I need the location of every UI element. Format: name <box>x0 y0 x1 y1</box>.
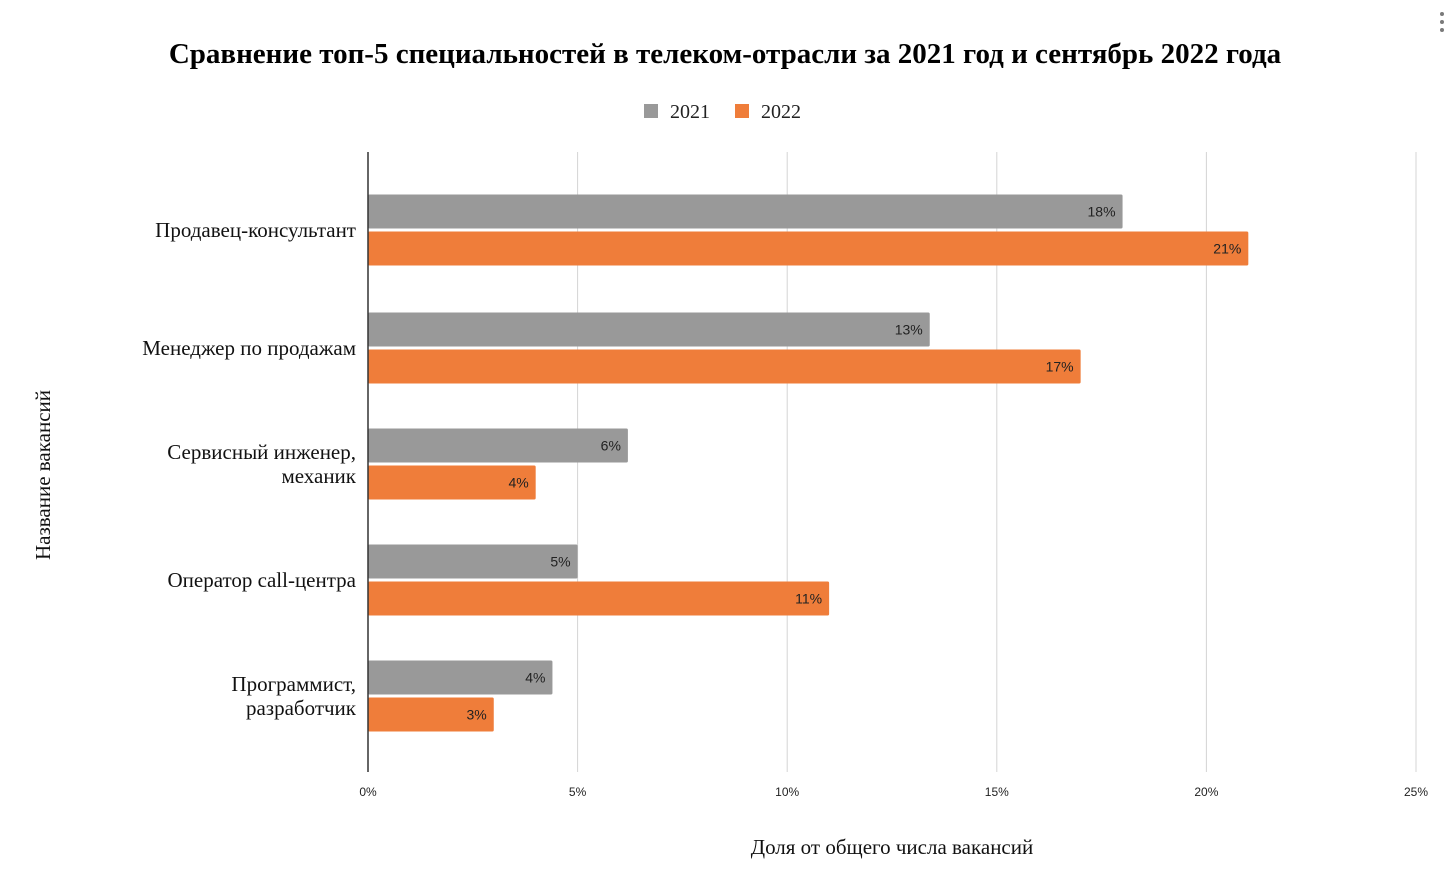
bar-2021 <box>368 428 628 463</box>
more-vert-icon[interactable] <box>1440 12 1444 32</box>
bar-2021 <box>368 312 930 347</box>
bar-2022 <box>368 697 494 732</box>
bar-2022 <box>368 231 1249 266</box>
bar-value-label: 11% <box>795 591 822 607</box>
x-tick-label: 25% <box>1404 785 1428 799</box>
bars: 18% 21% 13% 17% 6% 4% 5% 11% 4% 3% <box>368 194 1249 732</box>
legend-label-2021: 2021 <box>670 101 710 123</box>
x-tick-label: 5% <box>569 785 587 799</box>
x-tick-label: 15% <box>985 785 1009 799</box>
x-tick-label: 20% <box>1194 785 1218 799</box>
category-label: Оператор call-центра <box>167 568 356 592</box>
bar-value-label: 18% <box>1088 204 1116 220</box>
bar-value-label: 4% <box>525 670 545 686</box>
x-tick-label: 10% <box>775 785 799 799</box>
bar-2021 <box>368 194 1123 229</box>
y-axis-title: Название вакансий <box>31 390 55 560</box>
bar-2021 <box>368 660 553 695</box>
category-labels: Продавец-консультант Менеджер по продажам… <box>142 218 357 720</box>
bar-2022 <box>368 465 536 500</box>
legend-swatch-2021 <box>644 104 658 118</box>
bar-2022 <box>368 349 1081 384</box>
chart-title: Сравнение топ-5 специальностей в телеком… <box>169 38 1282 70</box>
bar-2022 <box>368 581 830 616</box>
legend: 2021 2022 <box>644 101 801 123</box>
category-label: Программист, разработчик <box>231 672 356 720</box>
bar-value-label: 3% <box>467 707 487 723</box>
category-label: Менеджер по продажам <box>142 336 356 360</box>
category-label: Сервисный инженер, механик <box>167 440 357 488</box>
bar-value-label: 13% <box>895 322 923 338</box>
legend-label-2022: 2022 <box>761 101 801 123</box>
bar-2021 <box>368 544 578 579</box>
category-label: Продавец-консультант <box>155 218 356 242</box>
bar-value-label: 17% <box>1046 359 1074 375</box>
bar-value-label: 21% <box>1213 241 1241 257</box>
bar-value-label: 4% <box>508 475 528 491</box>
x-axis-title: Доля от общего числа вакансий <box>751 835 1033 859</box>
x-tick-label: 0% <box>359 785 377 799</box>
legend-swatch-2022 <box>735 104 749 118</box>
bar-value-label: 5% <box>550 554 570 570</box>
bar-value-label: 6% <box>601 438 621 454</box>
x-tick-labels: 0% 5% 10% 15% 20% 25% <box>359 785 1428 799</box>
